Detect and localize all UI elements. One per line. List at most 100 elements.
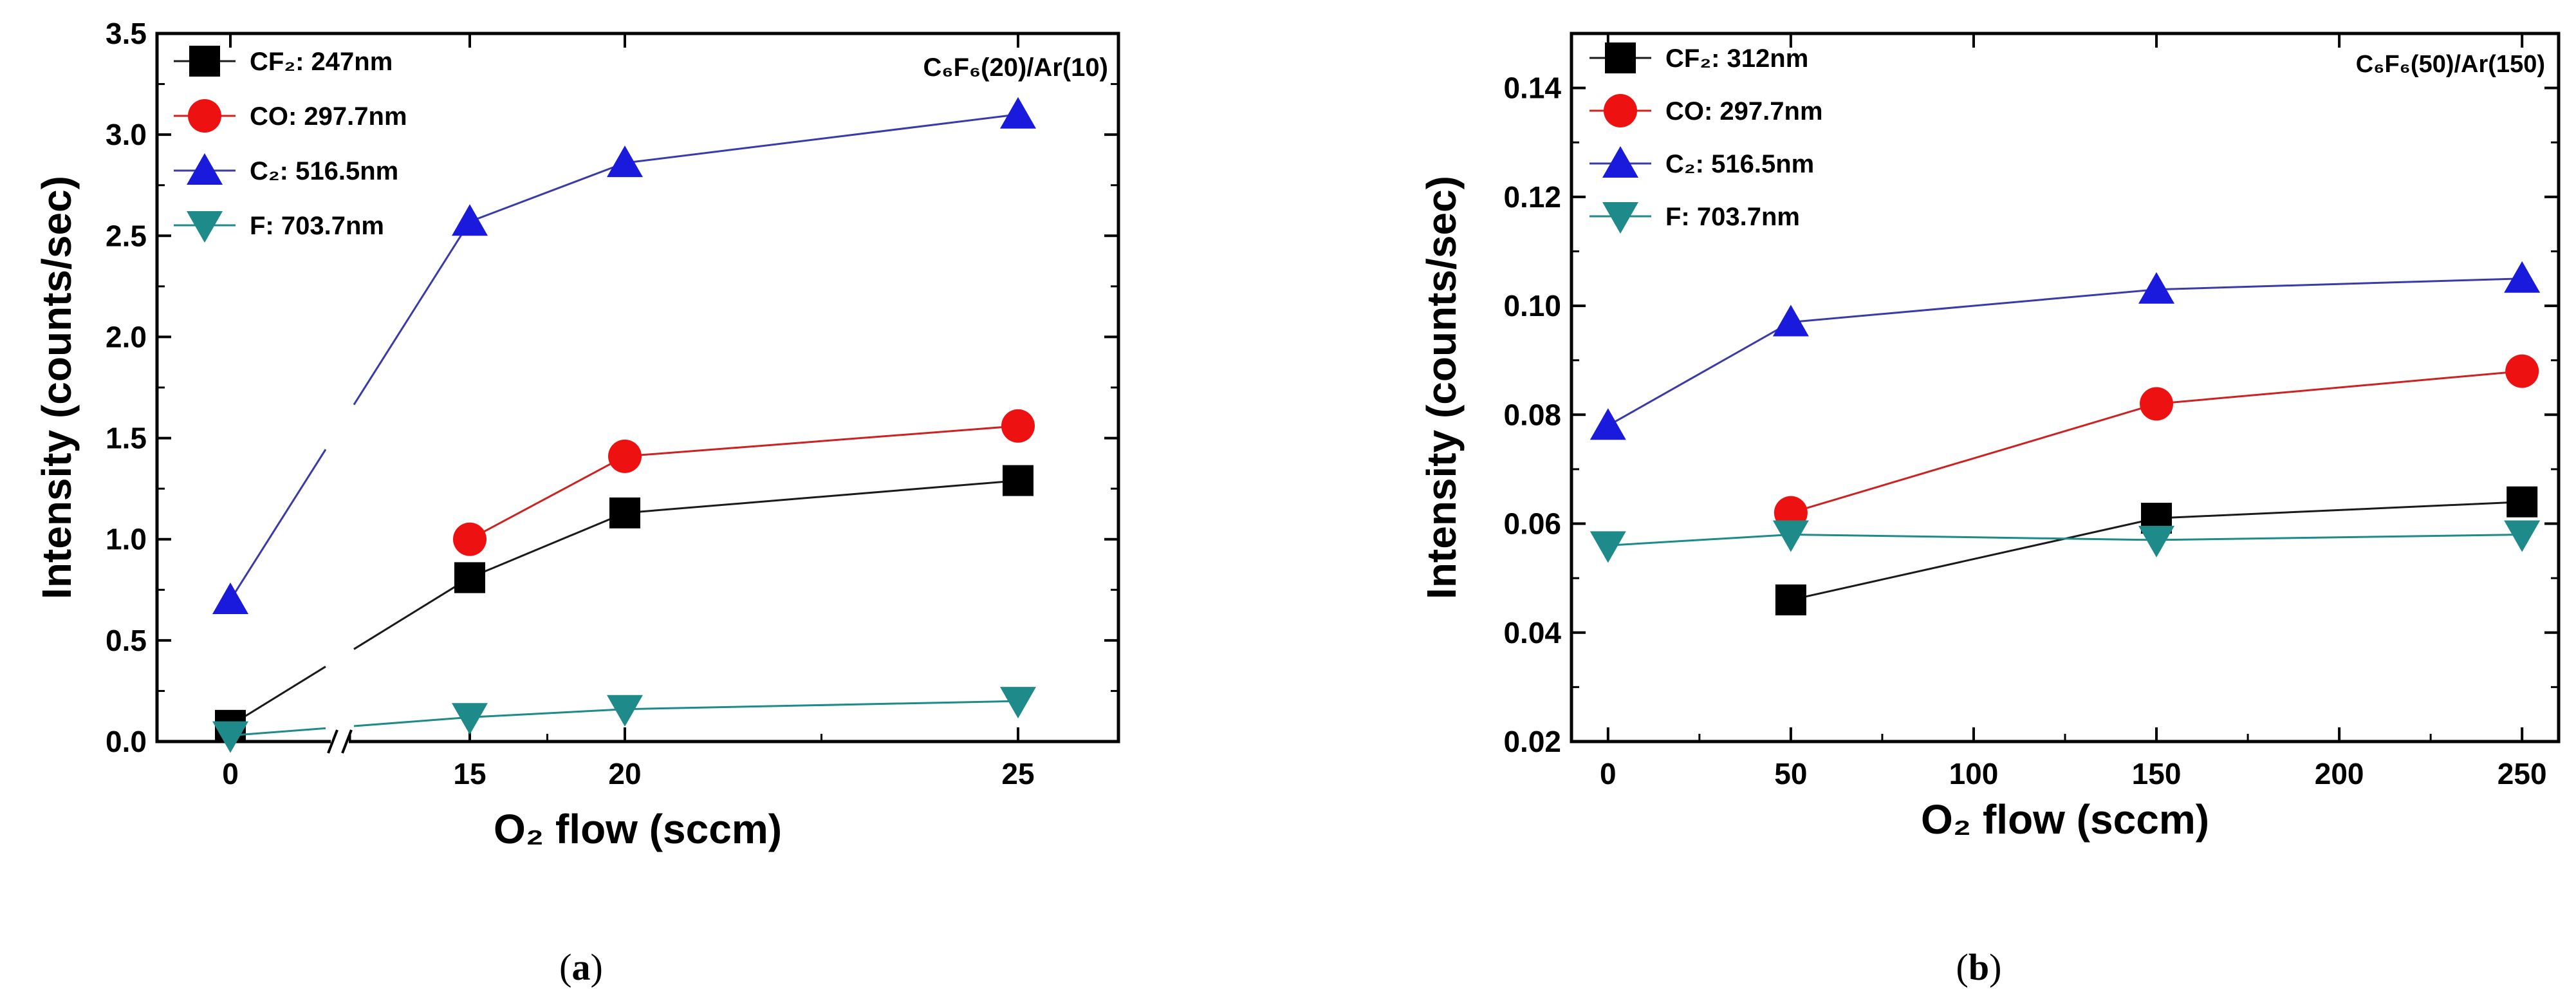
data-point: [1003, 465, 1033, 496]
y-tick-label: 1.0: [106, 523, 147, 556]
y-tick-label: 0.06: [1503, 507, 1561, 541]
series-line: [1608, 321, 1792, 427]
series-line: [624, 700, 1019, 711]
series-line: [624, 113, 1019, 164]
axis-break-mark: [327, 729, 338, 754]
series-3: [212, 97, 1036, 614]
data-point: [1775, 584, 1806, 615]
legend-label: CF₂: 247nm: [250, 48, 393, 76]
legend-label: CO: 297.7nm: [250, 102, 407, 131]
series-line: [624, 480, 1019, 514]
series-4: [1589, 520, 2541, 563]
legend-marker: [1605, 42, 1636, 73]
chart-panel-a: 0.0 0.5 1.0 1.5 2.0 2.5 3.0 3.5 0 15 20 25 O₂ flow (…: [33, 17, 1120, 852]
series-line: [2156, 501, 2523, 519]
y-tick-label: 2.5: [106, 219, 147, 252]
data-point: [609, 497, 640, 528]
data-point: [2140, 387, 2174, 421]
legend-marker: [1604, 94, 1637, 127]
legend-label: CF₂: 312nm: [1665, 44, 1808, 73]
series-line: [1790, 533, 2157, 541]
data-point: [2504, 261, 2541, 293]
legend-marker: [187, 211, 223, 243]
data-point: [212, 721, 248, 753]
y-tick-label: 0.0: [106, 725, 147, 758]
axis-break-gap: [331, 738, 349, 745]
legend-label: F: 703.7nm: [250, 212, 384, 240]
condition-annotation: C₆F₆(20)/Ar(10): [923, 53, 1108, 82]
y-tick-label: 0.04: [1503, 616, 1561, 649]
data-point: [2138, 272, 2175, 304]
x-axis-title: O₂ flow (sccm): [494, 806, 782, 852]
series-line: [1790, 402, 2157, 514]
series-2: [453, 409, 1035, 556]
chart-panel-b: 0.02 0.04 0.06 0.08 0.10 0.12 0.14 0 50 100 150 200…: [1418, 32, 2561, 843]
series-line: [469, 162, 625, 223]
series-line: [353, 221, 471, 406]
axis-break-mark: [341, 729, 353, 754]
data-point: [1000, 97, 1036, 129]
legend-marker: [1602, 146, 1638, 178]
data-point: [212, 583, 248, 614]
y-tick-label: 1.5: [106, 422, 147, 455]
y-tick-label: 0.5: [106, 624, 147, 657]
series-line: [2156, 533, 2523, 541]
data-point: [452, 703, 488, 735]
x-tick-label: 200: [2315, 757, 2364, 790]
series-line: [1790, 517, 2157, 601]
x-tick-label: 150: [2132, 757, 2182, 790]
y-tick-label: 3.5: [106, 17, 147, 50]
series-line: [1608, 533, 1791, 546]
series-1: [215, 465, 1033, 741]
x-axis-title: O₂ flow (sccm): [1921, 796, 2209, 843]
data-point: [607, 145, 643, 178]
y-tick-label: 0.14: [1503, 71, 1561, 105]
x-tick-label: 20: [608, 757, 641, 790]
y-tick-label: 0.10: [1503, 289, 1561, 322]
data-point: [1772, 304, 1809, 337]
y-tick-label: 3.0: [106, 118, 147, 151]
series-line: [469, 455, 625, 541]
series-2: [1774, 354, 2539, 530]
legend-label: F: 703.7nm: [1665, 203, 1800, 231]
y-axis-title: Intensity (counts/sec): [1418, 176, 1465, 599]
series-line: [624, 425, 1019, 458]
data-point: [2504, 520, 2541, 552]
data-point: [1001, 409, 1035, 443]
y-tick-label: 0.02: [1503, 725, 1561, 758]
x-tick-label: 25: [1001, 757, 1034, 790]
legend-marker: [1602, 202, 1638, 234]
y-axis-title: Intensity (counts/sec): [33, 176, 80, 599]
data-point: [1000, 687, 1036, 719]
data-point: [2138, 525, 2175, 557]
data-point: [1589, 531, 1626, 563]
data-point: [453, 522, 486, 556]
series-line: [469, 708, 625, 718]
data-point: [2507, 486, 2538, 518]
data-point: [608, 439, 642, 473]
x-tick-label: 15: [453, 757, 486, 790]
panel-b-caption: (b): [1956, 946, 2002, 988]
series-line: [353, 577, 470, 650]
series-line: [2156, 277, 2523, 291]
series-line: [229, 449, 327, 601]
data-point: [2505, 354, 2539, 388]
legend-label: CO: 297.7nm: [1665, 97, 1823, 126]
legend-label: C₂: 516.5nm: [1665, 150, 1814, 178]
condition-annotation: C₆F₆(50)/Ar(150): [2356, 51, 2545, 78]
series-line: [230, 666, 326, 727]
legend-marker: [188, 99, 221, 133]
x-tick-label: 0: [222, 757, 239, 790]
data-point: [454, 562, 485, 593]
data-point: [607, 695, 643, 727]
x-tick-label: 100: [1949, 757, 1999, 790]
data-point: [452, 204, 488, 236]
data-point: [1589, 408, 1626, 440]
legend-marker: [189, 46, 220, 77]
x-tick-label: 250: [2497, 757, 2547, 790]
series-4: [212, 687, 1036, 753]
x-tick-label: 0: [1600, 757, 1617, 790]
series-1: [1775, 486, 2538, 615]
series-line: [469, 512, 625, 579]
